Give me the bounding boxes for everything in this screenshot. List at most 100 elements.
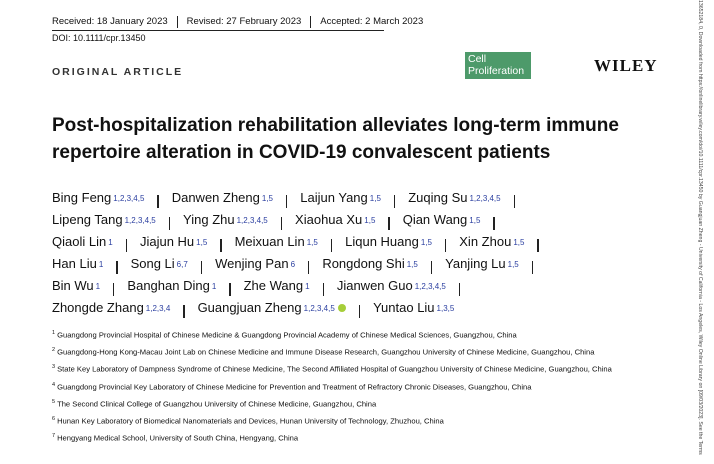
author-name: Bin Wu [52, 278, 94, 293]
author-name: Danwen Zheng [171, 190, 260, 205]
affiliation: 1 Guangdong Provincial Hospital of Chines… [52, 330, 612, 347]
author: Jiajun Hu 1,5 [140, 234, 207, 249]
author: Xiaohua Xu 1,5 [295, 212, 375, 227]
affiliation: 7 Hengyang Medical School, University of … [52, 433, 612, 450]
author-name: Jiajun Hu [139, 234, 195, 249]
author-affiliation: 1,5 [513, 238, 525, 247]
affiliation-text: The Second Clinical College of Guangzhou… [57, 399, 377, 409]
author-name: Qiaoli Lin [52, 234, 107, 249]
separator [531, 260, 534, 274]
affiliations: 1 Guangdong Provincial Hospital of Chines… [52, 330, 612, 450]
author-affiliation: 1,5 [196, 238, 208, 247]
separator [200, 260, 203, 274]
separator [393, 194, 396, 208]
separator [493, 216, 495, 230]
separator [322, 282, 324, 296]
author-name: Bing Feng [52, 190, 112, 205]
separator [458, 282, 461, 296]
author-affiliation: 1,5 [261, 194, 273, 203]
author: Ying Zhu 1,2,3,4,5 [183, 212, 268, 227]
author-name: Guangjuan Zheng [197, 300, 302, 315]
publisher: WILEY [594, 56, 658, 75]
author: Yuntao Liu 1,3,5 [373, 300, 454, 315]
author-affiliation: 1 [95, 282, 101, 291]
author: Zuqing Su 1,2,3,4,5 [408, 190, 500, 205]
author-affiliation: 1,5 [306, 238, 318, 247]
authors: Bing Feng 1,2,3,4,5 Danwen Zheng 1,5 Laijun … [52, 190, 552, 322]
accepted: Accepted: 2 March 2023 [310, 16, 432, 28]
separator [430, 260, 433, 274]
author-row: Bin Wu 1 Banghan Ding 1 Zhe Wang 1 Jianwen Guo… [52, 278, 552, 300]
author-name: Laijun Yang [300, 190, 368, 205]
author-name: Yanjing Lu [445, 256, 506, 271]
title: Post-hospitalization rehabilitation alle… [52, 115, 619, 163]
author-row: Lipeng Tang 1,2,3,4,5 Ying Zhu 1,2,3,4,5 Xia… [52, 212, 552, 234]
author-affiliation: 1,2,3,4,5 [113, 194, 145, 203]
separator [220, 238, 222, 252]
author-affiliation: 1,5 [369, 194, 381, 203]
author: Lipeng Tang 1,2,3,4,5 [52, 212, 156, 227]
separator [330, 238, 333, 252]
author: Meixuan Lin 1,5 [235, 234, 318, 249]
revised: Revised: 27 February 2023 [176, 16, 311, 28]
header-rule [52, 30, 384, 31]
author-name: Lipeng Tang [52, 212, 123, 227]
separator [168, 216, 171, 230]
author-affiliation: 6 [290, 260, 296, 269]
author-name: Banghan Ding [127, 278, 210, 293]
author-affiliation: 1,2,3,4 [145, 304, 171, 313]
author: Han Liu 1 [52, 256, 103, 271]
orcid-icon [337, 304, 346, 312]
author-affiliation: 1,5 [420, 238, 432, 247]
separator [513, 194, 515, 208]
affiliation-number: 2 [52, 347, 56, 354]
author-affiliation: 1,2,3,4,5 [303, 304, 335, 313]
affiliation-number: 3 [52, 364, 56, 371]
author-row: Zhongde Zhang 1,2,3,4 Guangjuan Zheng 1,2,3… [52, 300, 552, 322]
doi: DOI: 10.1111/cpr.13450 [52, 33, 146, 43]
author-affiliation: 1 [305, 282, 310, 291]
author-name: Rongdong Shi [322, 256, 405, 271]
separator [308, 260, 310, 274]
author-name: Ying Zhu [183, 212, 235, 227]
separator [113, 282, 115, 296]
author: Song Li 6,7 [131, 256, 188, 271]
author-name: Yuntao Liu [373, 300, 435, 315]
author-affiliation: 1 [211, 282, 217, 291]
author-name: Liqun Huang [345, 234, 419, 249]
affiliation-number: 5 [52, 398, 56, 405]
author-affiliation: 1,5 [364, 216, 376, 225]
journal-name: Cell [468, 53, 487, 65]
side-note: 13652184, 0, Downloaded from https://onl… [697, 0, 703, 455]
journal-name: Proliferation [468, 65, 525, 77]
author: Laijun Yang 1,5 [300, 190, 381, 205]
affiliation: 3 State Key Laboratory of Dampness Syndro… [52, 364, 612, 381]
affiliation: 2 Guangdong-Hong Kong-Macau Joint Lab on … [52, 347, 612, 364]
author: Banghan Ding 1 [127, 278, 216, 293]
separator [537, 238, 539, 252]
separator [286, 194, 288, 208]
separator [280, 216, 283, 230]
affiliation-text: Hengyang Medical School, University of S… [57, 433, 299, 443]
author-name: Han Liu [52, 256, 97, 271]
author-affiliation: 1,5 [507, 260, 519, 269]
affiliation-text: Hunan Key Laboratory of Biomedical Nanom… [57, 416, 444, 426]
author: Liqun Huang 1,5 [345, 234, 432, 249]
author-name: Meixuan Lin [234, 234, 305, 249]
author-row: Bing Feng 1,2,3,4,5 Danwen Zheng 1,5 Laijun … [52, 190, 552, 212]
author: Yanjing Lu 1,5 [445, 256, 519, 271]
author-name: Jianwen Guo [336, 278, 413, 293]
received: Received: 18 January 2023 [52, 16, 168, 27]
author-row: Qiaoli Lin 1 Jiajun Hu 1,5 Meixuan Lin 1,5 Liq… [52, 234, 552, 256]
author-affiliation: 1 [98, 260, 104, 269]
author-name: Xin Zhou [459, 234, 512, 249]
affiliation-text: State Key Laboratory of Dampness Syndrom… [57, 364, 612, 374]
author-name: Zhongde Zhang [52, 300, 144, 315]
author: Danwen Zheng 1,5 [172, 190, 273, 205]
author-affiliation: 1,5 [469, 216, 481, 225]
author-affiliation: 1,2,3,4,5 [414, 282, 446, 291]
header: Received: 18 January 2023 Revised: 27 Fe… [52, 16, 432, 28]
author: Qiaoli Lin 1 [52, 234, 113, 249]
author-affiliation: 1 [108, 238, 113, 247]
author-name: Wenjing Pan [215, 256, 289, 271]
